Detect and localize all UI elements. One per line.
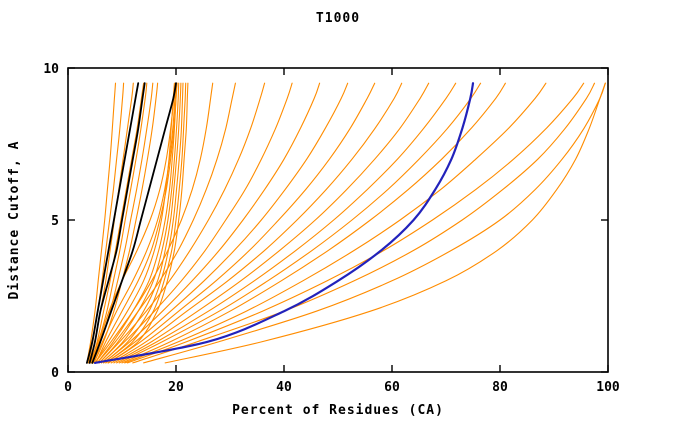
reference-curve [86, 82, 140, 364]
prediction-curve [92, 82, 177, 364]
prediction-curve [105, 82, 349, 364]
reference-curve [91, 82, 177, 364]
prediction-curve [107, 82, 376, 364]
prediction-curve [164, 82, 606, 364]
prediction-curve [110, 82, 403, 364]
prediction-curve [103, 82, 321, 364]
highlight-curve [93, 82, 475, 364]
x-axis-label: Percent of Residues (CA) [232, 403, 444, 418]
y-tick-label: 0 [51, 366, 59, 381]
x-tick-label: 20 [168, 380, 184, 395]
y-axis-label: Distance Cutoff, A [7, 141, 22, 300]
axis-ticks-group: 0 20 40 60 80 100 0 5 10 [43, 62, 620, 395]
x-tick-label: 100 [596, 380, 620, 395]
prediction-curve [105, 82, 187, 364]
prediction-curve [98, 82, 180, 364]
x-tick-label: 40 [276, 380, 292, 395]
x-tick-label: 0 [64, 380, 72, 395]
prediction-curve [89, 82, 148, 364]
prediction-curve [126, 82, 585, 364]
curves-group [86, 82, 606, 364]
prediction-curve [90, 82, 145, 364]
y-tick-label: 5 [51, 214, 59, 229]
reference-curve [88, 82, 146, 364]
prediction-curve [132, 82, 596, 364]
y-tick-label: 10 [43, 62, 59, 77]
prediction-curve [93, 82, 159, 364]
prediction-curve [90, 82, 177, 364]
prediction-curve [103, 82, 184, 364]
prediction-curve [86, 82, 117, 364]
x-tick-label: 60 [384, 380, 400, 395]
prediction-curve [121, 82, 506, 364]
prediction-curve [118, 82, 482, 364]
chart-title: T1000 [316, 11, 360, 26]
prediction-curve [124, 82, 547, 364]
prediction-curve [94, 82, 214, 364]
prediction-curve [98, 82, 266, 364]
prediction-curve [113, 82, 430, 364]
prediction-curve [116, 82, 457, 364]
prediction-curve [143, 82, 606, 364]
prediction-curve [100, 82, 293, 364]
prediction-curve [95, 82, 178, 364]
x-tick-label: 80 [492, 380, 508, 395]
prediction-curve [96, 82, 236, 364]
